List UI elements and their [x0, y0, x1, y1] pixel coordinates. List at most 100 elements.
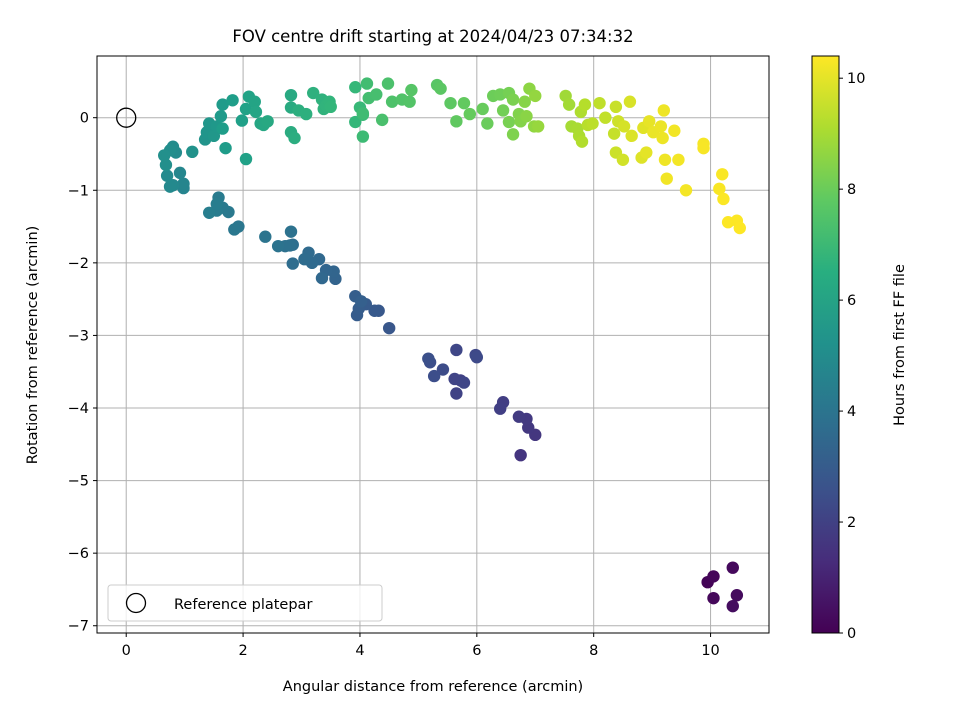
data-point — [368, 304, 381, 317]
data-point — [562, 98, 576, 111]
data-point — [450, 115, 463, 128]
data-point — [697, 141, 710, 155]
data-point — [288, 131, 301, 145]
colorbar-tick-label: 4 — [847, 404, 856, 420]
data-point — [616, 153, 630, 166]
data-point — [658, 153, 672, 166]
x-tick-label: 0 — [122, 643, 131, 659]
data-point — [427, 369, 441, 383]
colorbar-tick-label: 10 — [847, 71, 865, 87]
data-point — [496, 104, 510, 117]
data-point — [668, 124, 681, 137]
data-point — [249, 105, 263, 119]
data-point — [444, 96, 457, 110]
data-point — [733, 221, 746, 235]
data-point — [299, 107, 313, 121]
x-axis-label: Angular distance from reference (arcmin) — [283, 679, 583, 695]
legend: Reference platepar — [107, 584, 383, 622]
y-tick-label: −1 — [68, 183, 89, 199]
data-point — [450, 387, 463, 400]
data-point — [436, 363, 450, 376]
data-point — [271, 239, 285, 253]
data-point — [470, 351, 484, 364]
data-point — [385, 95, 399, 108]
data-point — [259, 230, 272, 243]
x-tick-label: 2 — [238, 643, 247, 659]
data-point — [286, 257, 299, 270]
data-point — [717, 192, 730, 206]
data-point — [214, 110, 228, 123]
x-tick-label: 6 — [472, 643, 481, 659]
x-tick-label: 10 — [701, 643, 719, 659]
data-point — [578, 98, 592, 111]
data-point — [730, 589, 744, 602]
data-point — [354, 295, 368, 308]
data-point — [586, 117, 599, 130]
data-point — [307, 86, 320, 100]
data-point — [284, 225, 298, 238]
legend-marker-circle — [125, 592, 147, 614]
data-point — [403, 95, 416, 108]
data-point — [158, 149, 171, 162]
data-point — [375, 113, 389, 127]
data-point — [382, 321, 396, 335]
data-point — [726, 561, 739, 574]
data-point — [284, 88, 298, 102]
data-point — [298, 253, 311, 266]
data-point — [716, 168, 729, 181]
data-point — [163, 180, 177, 193]
data-point — [235, 114, 249, 127]
data-point — [481, 117, 494, 130]
data-point — [248, 95, 261, 108]
y-tick-label: −7 — [68, 619, 89, 635]
data-point — [529, 89, 542, 103]
data-point — [405, 83, 418, 97]
data-point — [457, 96, 471, 110]
data-point — [609, 100, 623, 114]
data-point — [657, 104, 671, 117]
data-point — [713, 182, 726, 196]
data-point — [370, 88, 383, 101]
data-point — [226, 94, 239, 107]
data-point — [173, 166, 187, 180]
data-point — [324, 100, 337, 114]
data-point — [654, 120, 668, 133]
chart-title: FOV centre drift starting at 2024/04/23 … — [232, 27, 633, 46]
y-tick-label: −2 — [68, 256, 89, 272]
legend-box — [107, 584, 383, 622]
data-point — [448, 372, 461, 386]
data-point — [656, 131, 669, 145]
data-point — [617, 120, 631, 133]
data-point — [177, 177, 190, 190]
data-point — [607, 127, 621, 140]
data-point — [660, 172, 673, 185]
data-point — [261, 115, 274, 128]
data-point — [228, 223, 241, 236]
data-points — [116, 77, 746, 613]
colorbar-tick-label: 8 — [847, 182, 856, 198]
data-point — [202, 206, 216, 219]
colorbar-gradient — [811, 55, 840, 634]
colorbar-tick-label: 0 — [847, 626, 856, 642]
data-point — [160, 169, 174, 182]
data-point — [640, 146, 653, 159]
data-point — [502, 115, 516, 129]
data-point — [726, 599, 739, 613]
axis-ticks: 0 2 4 6 8 10 0 −1 −2 −3 −4 −5 −6 −7 — [68, 111, 720, 659]
y-tick-label: −3 — [68, 328, 89, 344]
data-point — [356, 107, 370, 120]
data-point — [707, 591, 720, 605]
data-point — [593, 96, 606, 110]
colorbar-tick-label: 6 — [847, 293, 856, 309]
x-tick-label: 8 — [589, 643, 598, 659]
colorbar-label: Hours from first FF file — [892, 264, 908, 426]
data-point — [512, 410, 526, 423]
data-point — [239, 102, 253, 116]
data-point — [159, 158, 173, 172]
y-tick-label: −6 — [68, 546, 89, 562]
data-point — [463, 107, 477, 121]
data-point — [623, 95, 637, 108]
data-point — [216, 98, 229, 111]
data-point — [457, 376, 471, 389]
